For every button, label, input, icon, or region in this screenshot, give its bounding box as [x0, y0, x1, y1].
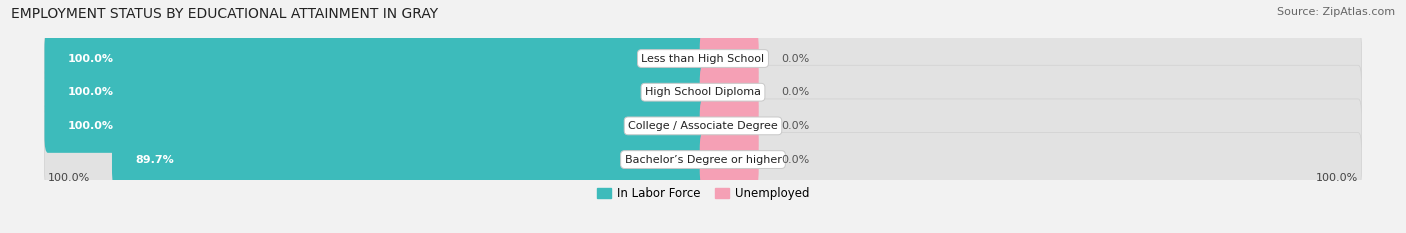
- FancyBboxPatch shape: [45, 65, 1361, 119]
- Text: Bachelor’s Degree or higher: Bachelor’s Degree or higher: [624, 154, 782, 164]
- Text: 0.0%: 0.0%: [782, 87, 810, 97]
- FancyBboxPatch shape: [700, 65, 759, 119]
- Text: College / Associate Degree: College / Associate Degree: [628, 121, 778, 131]
- Text: 100.0%: 100.0%: [1316, 173, 1358, 183]
- Text: 0.0%: 0.0%: [782, 121, 810, 131]
- Text: Less than High School: Less than High School: [641, 54, 765, 64]
- FancyBboxPatch shape: [45, 99, 706, 153]
- FancyBboxPatch shape: [700, 31, 759, 86]
- Text: 89.7%: 89.7%: [135, 154, 174, 164]
- Text: Source: ZipAtlas.com: Source: ZipAtlas.com: [1277, 7, 1395, 17]
- FancyBboxPatch shape: [45, 99, 1361, 153]
- FancyBboxPatch shape: [45, 133, 1361, 186]
- FancyBboxPatch shape: [45, 31, 1361, 86]
- Text: 100.0%: 100.0%: [67, 87, 114, 97]
- Text: 0.0%: 0.0%: [782, 154, 810, 164]
- FancyBboxPatch shape: [112, 133, 706, 186]
- Text: 100.0%: 100.0%: [48, 173, 90, 183]
- FancyBboxPatch shape: [700, 133, 759, 186]
- Text: EMPLOYMENT STATUS BY EDUCATIONAL ATTAINMENT IN GRAY: EMPLOYMENT STATUS BY EDUCATIONAL ATTAINM…: [11, 7, 439, 21]
- Text: 100.0%: 100.0%: [67, 54, 114, 64]
- FancyBboxPatch shape: [700, 99, 759, 153]
- Text: 100.0%: 100.0%: [67, 121, 114, 131]
- FancyBboxPatch shape: [45, 31, 706, 86]
- Text: High School Diploma: High School Diploma: [645, 87, 761, 97]
- FancyBboxPatch shape: [45, 65, 706, 119]
- Text: 0.0%: 0.0%: [782, 54, 810, 64]
- Legend: In Labor Force, Unemployed: In Labor Force, Unemployed: [592, 182, 814, 205]
